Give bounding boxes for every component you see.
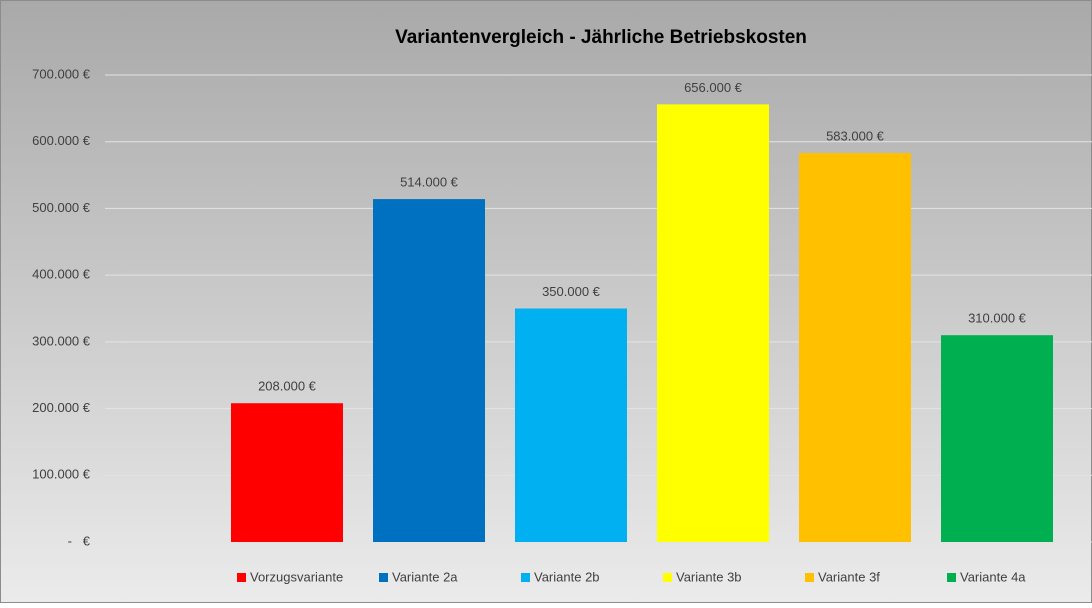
data-label: 208.000 €	[258, 379, 317, 394]
legend-marker	[663, 573, 672, 582]
data-label: 583.000 €	[826, 128, 885, 143]
y-tick-label: 700.000 €	[32, 66, 91, 81]
data-label: 350.000 €	[542, 284, 601, 299]
bar	[231, 403, 343, 542]
legend-label: Variante 4a	[960, 569, 1026, 584]
y-tick-label: 500.000 €	[32, 200, 91, 215]
legend-marker	[947, 573, 956, 582]
chart-title: Variantenvergleich - Jährliche Betriebsk…	[395, 27, 807, 48]
legend-label: Variante 3b	[676, 569, 742, 584]
bar	[941, 335, 1053, 542]
legend-label: Variante 2a	[392, 569, 458, 584]
y-tick-label: 100.000 €	[32, 467, 91, 482]
y-tick-label: 400.000 €	[32, 267, 91, 282]
data-label: 656.000 €	[684, 80, 743, 95]
y-tick-label: 600.000 €	[32, 133, 91, 148]
legend-marker	[237, 573, 246, 582]
bar	[799, 153, 911, 542]
y-tick-label: - €	[68, 533, 91, 548]
bar	[373, 199, 485, 543]
legend-label: Vorzugsvariante	[250, 569, 343, 584]
legend-label: Variante 2b	[534, 569, 600, 584]
data-label: 514.000 €	[400, 175, 459, 190]
bar	[515, 308, 627, 542]
legend-marker	[379, 573, 388, 582]
legend-marker	[805, 573, 814, 582]
y-tick-label: 200.000 €	[32, 400, 91, 415]
legend-label: Variante 3f	[818, 569, 880, 584]
bar	[657, 104, 769, 543]
data-label: 310.000 €	[968, 311, 1027, 326]
y-tick-label: 300.000 €	[32, 333, 91, 348]
legend-marker	[521, 573, 530, 582]
